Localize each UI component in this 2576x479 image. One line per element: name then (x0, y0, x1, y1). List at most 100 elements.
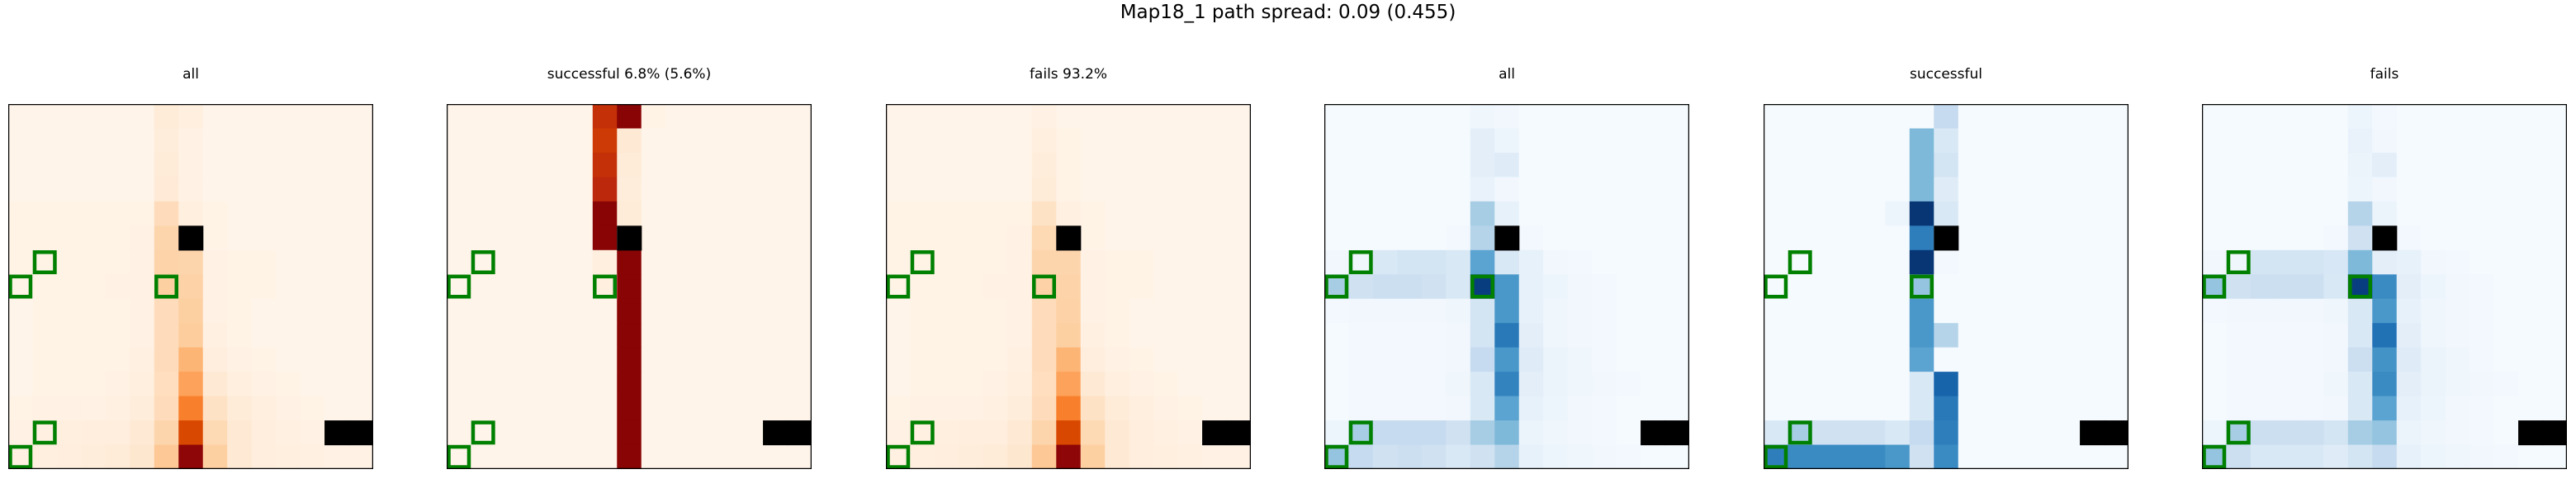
heatmap-cell (2031, 225, 2057, 251)
heatmap-cell (763, 152, 788, 178)
heatmap-cell (641, 396, 666, 421)
heatmap-cell (2202, 420, 2228, 446)
heatmap-cell (2518, 298, 2544, 324)
heatmap-cell (1153, 104, 1179, 130)
heatmap-cell (1494, 249, 1520, 275)
heatmap-cell (2055, 444, 2081, 469)
heatmap-cell (32, 347, 58, 372)
heatmap-cell (2396, 323, 2422, 349)
heatmap-cell (2542, 323, 2567, 349)
heatmap-cell (714, 177, 740, 202)
heatmap-cell (934, 444, 959, 469)
plot-frame (8, 104, 373, 469)
heatmap-cell (1982, 128, 2008, 154)
heatmap-cell (1885, 396, 1911, 421)
heatmap-cell (1811, 177, 1837, 202)
heatmap-cell (1518, 249, 1544, 275)
heatmap-cell (2445, 444, 2470, 469)
heatmap-cell (471, 444, 496, 469)
heatmap-cell (1860, 152, 1886, 178)
heatmap-cell (276, 420, 301, 446)
heatmap-cell (1007, 274, 1033, 300)
heatmap-cell (1836, 128, 1862, 154)
heatmap-cell (1007, 104, 1033, 130)
heatmap-cell (324, 274, 350, 300)
heatmap-cell (2250, 274, 2275, 300)
heatmap-cell (543, 298, 569, 324)
heatmap-cell (2031, 298, 2057, 324)
heatmap-cell (1056, 444, 1082, 469)
heatmap-cell (1031, 201, 1057, 226)
heatmap-cell (2080, 128, 2105, 154)
heatmap-cell (617, 177, 642, 202)
heatmap-cell (1470, 298, 1495, 324)
heatmap-cell (2031, 177, 2057, 202)
heatmap-cell (2031, 104, 2057, 130)
heatmap-cell (1616, 104, 1641, 130)
heatmap-cell (1518, 128, 1544, 154)
heatmap-cell (1105, 444, 1130, 469)
heatmap-cell (1860, 420, 1886, 446)
heatmap-cell (714, 420, 740, 446)
heatmap-cell (32, 152, 58, 178)
heatmap-panel-2: successful 6.8% (5.6%) (447, 58, 812, 479)
heatmap-cell (8, 372, 34, 397)
heatmap-cell (1909, 201, 1934, 226)
heatmap-cell (2104, 152, 2129, 178)
heatmap-cell (787, 444, 812, 469)
heatmap-cell (178, 249, 204, 275)
heatmap-cell (738, 225, 764, 251)
heatmap-cell (1372, 420, 1398, 446)
heatmap-cell (1421, 128, 1447, 154)
heatmap-cell (1372, 372, 1398, 397)
heatmap-cell (1031, 347, 1057, 372)
heatmap-cell (81, 225, 107, 251)
heatmap-cell (130, 225, 155, 251)
heatmap-cell (2445, 128, 2470, 154)
heatmap-cell (1664, 249, 1689, 275)
heatmap-cell (348, 128, 373, 154)
heatmap-cell (1934, 104, 1959, 130)
heatmap-cell (202, 396, 228, 421)
panel-title: fails 93.2% (1029, 66, 1108, 83)
heatmap-cell (56, 177, 82, 202)
heatmap-cell (8, 347, 34, 372)
heatmap-cell (495, 420, 520, 446)
heatmap-cell (324, 152, 350, 178)
heatmap-cell (1664, 396, 1689, 421)
start-marker (2226, 420, 2251, 445)
heatmap-cell (934, 177, 959, 202)
heatmap-cell (2493, 128, 2519, 154)
heatmap-cell (1836, 372, 1862, 397)
heatmap-cell (1226, 298, 1251, 324)
heatmap-cell (1202, 298, 1228, 324)
heatmap-cell (227, 347, 253, 372)
heatmap-cell (1592, 201, 1617, 226)
heatmap-cell (1958, 347, 1983, 372)
heatmap-cell (1958, 201, 1983, 226)
heatmap-cell (2055, 225, 2081, 251)
heatmap-cell (2323, 396, 2349, 421)
heatmap-cell (1470, 347, 1495, 372)
heatmap-cell (2445, 420, 2470, 446)
wall-cell (178, 225, 204, 251)
heatmap-cell (617, 323, 642, 349)
heatmap-cell (1518, 201, 1544, 226)
heatmap-cell (2323, 225, 2349, 251)
heatmap-cell (568, 396, 594, 421)
heatmap-cell (1080, 274, 1106, 300)
heatmap-cell (1518, 323, 1544, 349)
heatmap-cell (1056, 128, 1082, 154)
heatmap-cell (1031, 444, 1057, 469)
heatmap-cell (1202, 152, 1228, 178)
heatmap-cell (1664, 372, 1689, 397)
heatmap-cell (1982, 372, 2008, 397)
heatmap-cell (2275, 152, 2300, 178)
heatmap-cell (1641, 225, 1666, 251)
heatmap-cell (519, 177, 545, 202)
heatmap-cell (1226, 347, 1251, 372)
heatmap-cell (2421, 104, 2446, 130)
heatmap-cell (763, 201, 788, 226)
heatmap-cell (348, 372, 373, 397)
heatmap-cell (32, 396, 58, 421)
